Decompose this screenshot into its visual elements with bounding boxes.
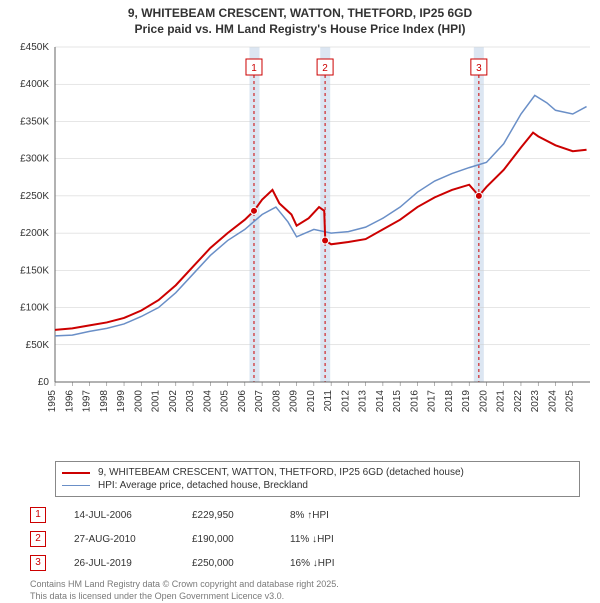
x-tick-label: 2012	[340, 390, 351, 413]
x-tick-label: 2024	[547, 390, 558, 413]
sale-price: £229,950	[192, 510, 262, 521]
marker-label: 1	[251, 63, 257, 74]
x-tick-label: 2017	[427, 390, 438, 413]
x-tick-label: 2002	[168, 390, 179, 413]
y-tick-label: £200K	[20, 228, 49, 239]
y-tick-label: £350K	[20, 117, 49, 128]
x-tick-label: 2025	[565, 390, 576, 413]
sale-diff: 8%HPI	[290, 510, 390, 521]
chart-title: 9, WHITEBEAM CRESCENT, WATTON, THETFORD,…	[0, 0, 600, 37]
x-tick-label: 2016	[409, 390, 420, 413]
legend-label: 9, WHITEBEAM CRESCENT, WATTON, THETFORD,…	[98, 467, 464, 478]
footer-line1: Contains HM Land Registry data © Crown c…	[30, 579, 339, 589]
sale-date: 14-JUL-2006	[74, 510, 164, 521]
sale-price: £250,000	[192, 558, 262, 569]
x-tick-label: 2007	[254, 390, 265, 413]
legend-swatch	[62, 485, 90, 486]
x-tick-label: 1999	[116, 390, 127, 413]
sale-diff: 16%HPI	[290, 558, 390, 569]
legend-swatch	[62, 472, 90, 474]
x-tick-label: 2023	[530, 390, 541, 413]
x-tick-label: 2003	[185, 390, 196, 413]
sale-row: 1 14-JUL-2006 £229,950 8%HPI	[30, 503, 580, 527]
sale-marker: 2	[30, 531, 46, 547]
sale-marker: 3	[30, 555, 46, 571]
x-tick-label: 2015	[392, 390, 403, 413]
y-tick-label: £450K	[20, 42, 49, 53]
y-tick-label: £50K	[26, 340, 50, 351]
line-chart-svg: £0 £50K £100K £150K £200K £250K £300K £350K £400…	[0, 37, 600, 457]
marker-label: 3	[476, 63, 482, 74]
x-tick-label: 2009	[289, 390, 300, 413]
x-tick-label: 2019	[461, 390, 472, 413]
footer-line2: This data is licensed under the Open Gov…	[30, 591, 284, 601]
x-tick-label: 2011	[323, 390, 334, 412]
x-tick-label: 2001	[151, 390, 162, 413]
x-tick-label: 1997	[82, 390, 93, 413]
x-tick-label: 2020	[478, 390, 489, 413]
y-tick-label: £400K	[20, 79, 49, 90]
x-tick-label: 2018	[444, 390, 455, 413]
y-tick-label: £250K	[20, 191, 49, 202]
legend-row: 9, WHITEBEAM CRESCENT, WATTON, THETFORD,…	[62, 466, 573, 479]
y-tick-label: £300K	[20, 154, 49, 165]
legend-row: HPI: Average price, detached house, Brec…	[62, 479, 573, 492]
sales-table: 1 14-JUL-2006 £229,950 8%HPI 2 27-AUG-2010 £19…	[30, 503, 580, 575]
x-tick-label: 2013	[358, 390, 369, 413]
sale-row: 3 26-JUL-2019 £250,000 16%HPI	[30, 551, 580, 575]
y-tick-label: £100K	[20, 303, 49, 314]
title-line2: Price paid vs. HM Land Registry's House …	[135, 22, 466, 36]
x-tick-label: 2010	[306, 390, 317, 413]
sale-row: 2 27-AUG-2010 £190,000 11%HPI	[30, 527, 580, 551]
x-tick-label: 2008	[271, 390, 282, 413]
x-tick-label: 2000	[133, 390, 144, 413]
y-tick-label: £0	[38, 377, 50, 388]
y-tick-label: £150K	[20, 266, 49, 277]
x-tick-label: 1995	[47, 390, 58, 413]
legend-label: HPI: Average price, detached house, Brec…	[98, 480, 308, 491]
x-tick-label: 1998	[99, 390, 110, 413]
sale-date: 27-AUG-2010	[74, 534, 164, 545]
x-tick-label: 2021	[496, 390, 507, 413]
x-tick-label: 2006	[237, 390, 248, 413]
title-line1: 9, WHITEBEAM CRESCENT, WATTON, THETFORD,…	[128, 6, 472, 20]
x-tick-label: 2005	[220, 390, 231, 413]
sale-marker: 1	[30, 507, 46, 523]
sale-diff: 11%HPI	[290, 534, 390, 545]
sale-price: £190,000	[192, 534, 262, 545]
x-tick-label: 1996	[64, 390, 75, 413]
marker-label: 2	[322, 63, 328, 74]
attribution-footer: Contains HM Land Registry data © Crown c…	[30, 579, 580, 602]
x-tick-label: 2014	[375, 390, 386, 413]
x-tick-label: 2004	[202, 390, 213, 413]
chart-area: £0 £50K £100K £150K £200K £250K £300K £350K £400…	[0, 37, 600, 457]
legend: 9, WHITEBEAM CRESCENT, WATTON, THETFORD,…	[55, 461, 580, 497]
x-tick-label: 2022	[513, 390, 524, 413]
sale-date: 26-JUL-2019	[74, 558, 164, 569]
